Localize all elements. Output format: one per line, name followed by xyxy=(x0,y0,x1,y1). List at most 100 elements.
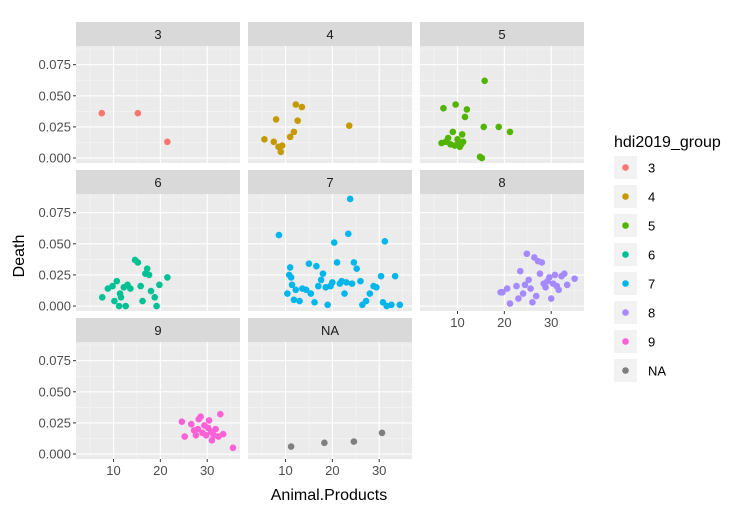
data-point xyxy=(324,301,331,309)
facet-strip-label: 3 xyxy=(154,27,161,42)
data-point xyxy=(458,131,466,138)
legend-item-3: 3 xyxy=(614,156,655,179)
y-tick-label: 0.025 xyxy=(38,267,71,282)
legend-item-6: 6 xyxy=(614,243,655,266)
data-point xyxy=(197,413,204,420)
data-point xyxy=(109,282,116,290)
data-point xyxy=(344,230,352,238)
facet-panel-6: 6 xyxy=(76,170,240,311)
data-point xyxy=(302,286,310,294)
data-point xyxy=(348,280,356,287)
legend-item-7: 7 xyxy=(614,272,655,295)
data-point xyxy=(290,128,298,136)
data-point xyxy=(516,267,524,275)
x-tick-label: 30 xyxy=(544,315,558,330)
y-tick-label: 0.075 xyxy=(38,205,71,220)
data-point xyxy=(346,195,354,203)
data-point xyxy=(181,433,189,440)
x-tick-label: 30 xyxy=(372,463,386,478)
data-point xyxy=(529,298,536,306)
data-point xyxy=(284,290,291,297)
data-point xyxy=(286,264,294,271)
data-point xyxy=(164,274,171,281)
data-point xyxy=(388,301,395,309)
data-point xyxy=(122,302,129,310)
data-point xyxy=(111,297,118,305)
data-point xyxy=(145,271,153,279)
data-point xyxy=(278,142,286,149)
axes: 0.000 0.025 0.050 0.075 0.000 0.025 0.050 0.075… xyxy=(38,57,558,478)
data-point xyxy=(321,439,328,447)
facet-panel-4: 4 xyxy=(248,22,412,163)
legend-key-point xyxy=(622,164,629,171)
data-point xyxy=(499,289,506,296)
data-point xyxy=(440,104,447,112)
data-point xyxy=(286,133,294,141)
legend-item-9: 9 xyxy=(614,330,655,353)
data-point xyxy=(343,279,350,286)
facet-panel-3: 3 xyxy=(76,22,240,163)
data-point xyxy=(156,281,163,289)
data-point xyxy=(192,432,200,439)
data-point xyxy=(444,134,452,142)
legend-label: 8 xyxy=(648,306,655,321)
data-point xyxy=(127,285,134,292)
data-point xyxy=(513,282,520,290)
data-point xyxy=(298,103,306,111)
data-point xyxy=(277,148,285,156)
legend-item-NA: NA xyxy=(614,359,666,382)
data-point xyxy=(532,292,540,300)
data-point xyxy=(187,420,195,428)
data-point xyxy=(139,297,146,305)
legend-item-5: 5 xyxy=(614,214,655,237)
data-point xyxy=(134,259,142,266)
data-point xyxy=(307,290,315,297)
facet-strip xyxy=(76,318,240,342)
data-point xyxy=(137,282,144,290)
x-tick-label: 10 xyxy=(278,463,292,478)
facet-strip xyxy=(76,22,240,46)
data-point xyxy=(547,295,555,302)
data-point xyxy=(261,136,268,143)
legend-key-point xyxy=(622,309,629,316)
legend-label: 9 xyxy=(648,335,655,350)
data-point xyxy=(391,272,399,280)
x-axis-title: Animal.Products xyxy=(271,487,388,504)
data-point xyxy=(480,123,488,131)
panel-background xyxy=(248,342,412,459)
data-point xyxy=(329,279,336,286)
data-point xyxy=(555,286,562,294)
facet-panels: 3 4 5 6 7 8 9 NA xyxy=(76,22,584,459)
facet-strip-label: 5 xyxy=(498,27,505,42)
data-point xyxy=(345,122,353,129)
data-point xyxy=(478,154,486,162)
data-point xyxy=(205,417,213,424)
data-point xyxy=(495,123,503,131)
legend-key-point xyxy=(622,280,629,287)
panel-background xyxy=(248,194,412,311)
legend-label: 6 xyxy=(648,248,655,263)
data-point xyxy=(202,432,210,439)
legend-item-8: 8 xyxy=(614,301,655,324)
panel-background xyxy=(420,46,584,163)
y-tick-label: 0.050 xyxy=(38,384,71,399)
data-point xyxy=(350,438,358,445)
facet-strip-label: 7 xyxy=(326,175,333,190)
facet-panel-NA: NA xyxy=(248,318,412,459)
facet-strip-label: NA xyxy=(321,323,339,338)
legend-label: NA xyxy=(648,364,666,379)
data-point xyxy=(333,259,341,266)
facet-panel-8: 8 xyxy=(420,170,584,311)
legend-label: 4 xyxy=(648,190,655,205)
y-axis-title: Death xyxy=(11,235,28,278)
y-tick-label: 0.025 xyxy=(38,119,71,134)
facet-strip xyxy=(420,170,584,194)
data-point xyxy=(294,117,301,124)
data-point xyxy=(275,231,283,239)
data-point xyxy=(366,290,374,297)
y-tick-label: 0.050 xyxy=(38,236,71,251)
data-point xyxy=(153,302,160,310)
data-point xyxy=(449,128,457,136)
data-point xyxy=(481,77,488,85)
